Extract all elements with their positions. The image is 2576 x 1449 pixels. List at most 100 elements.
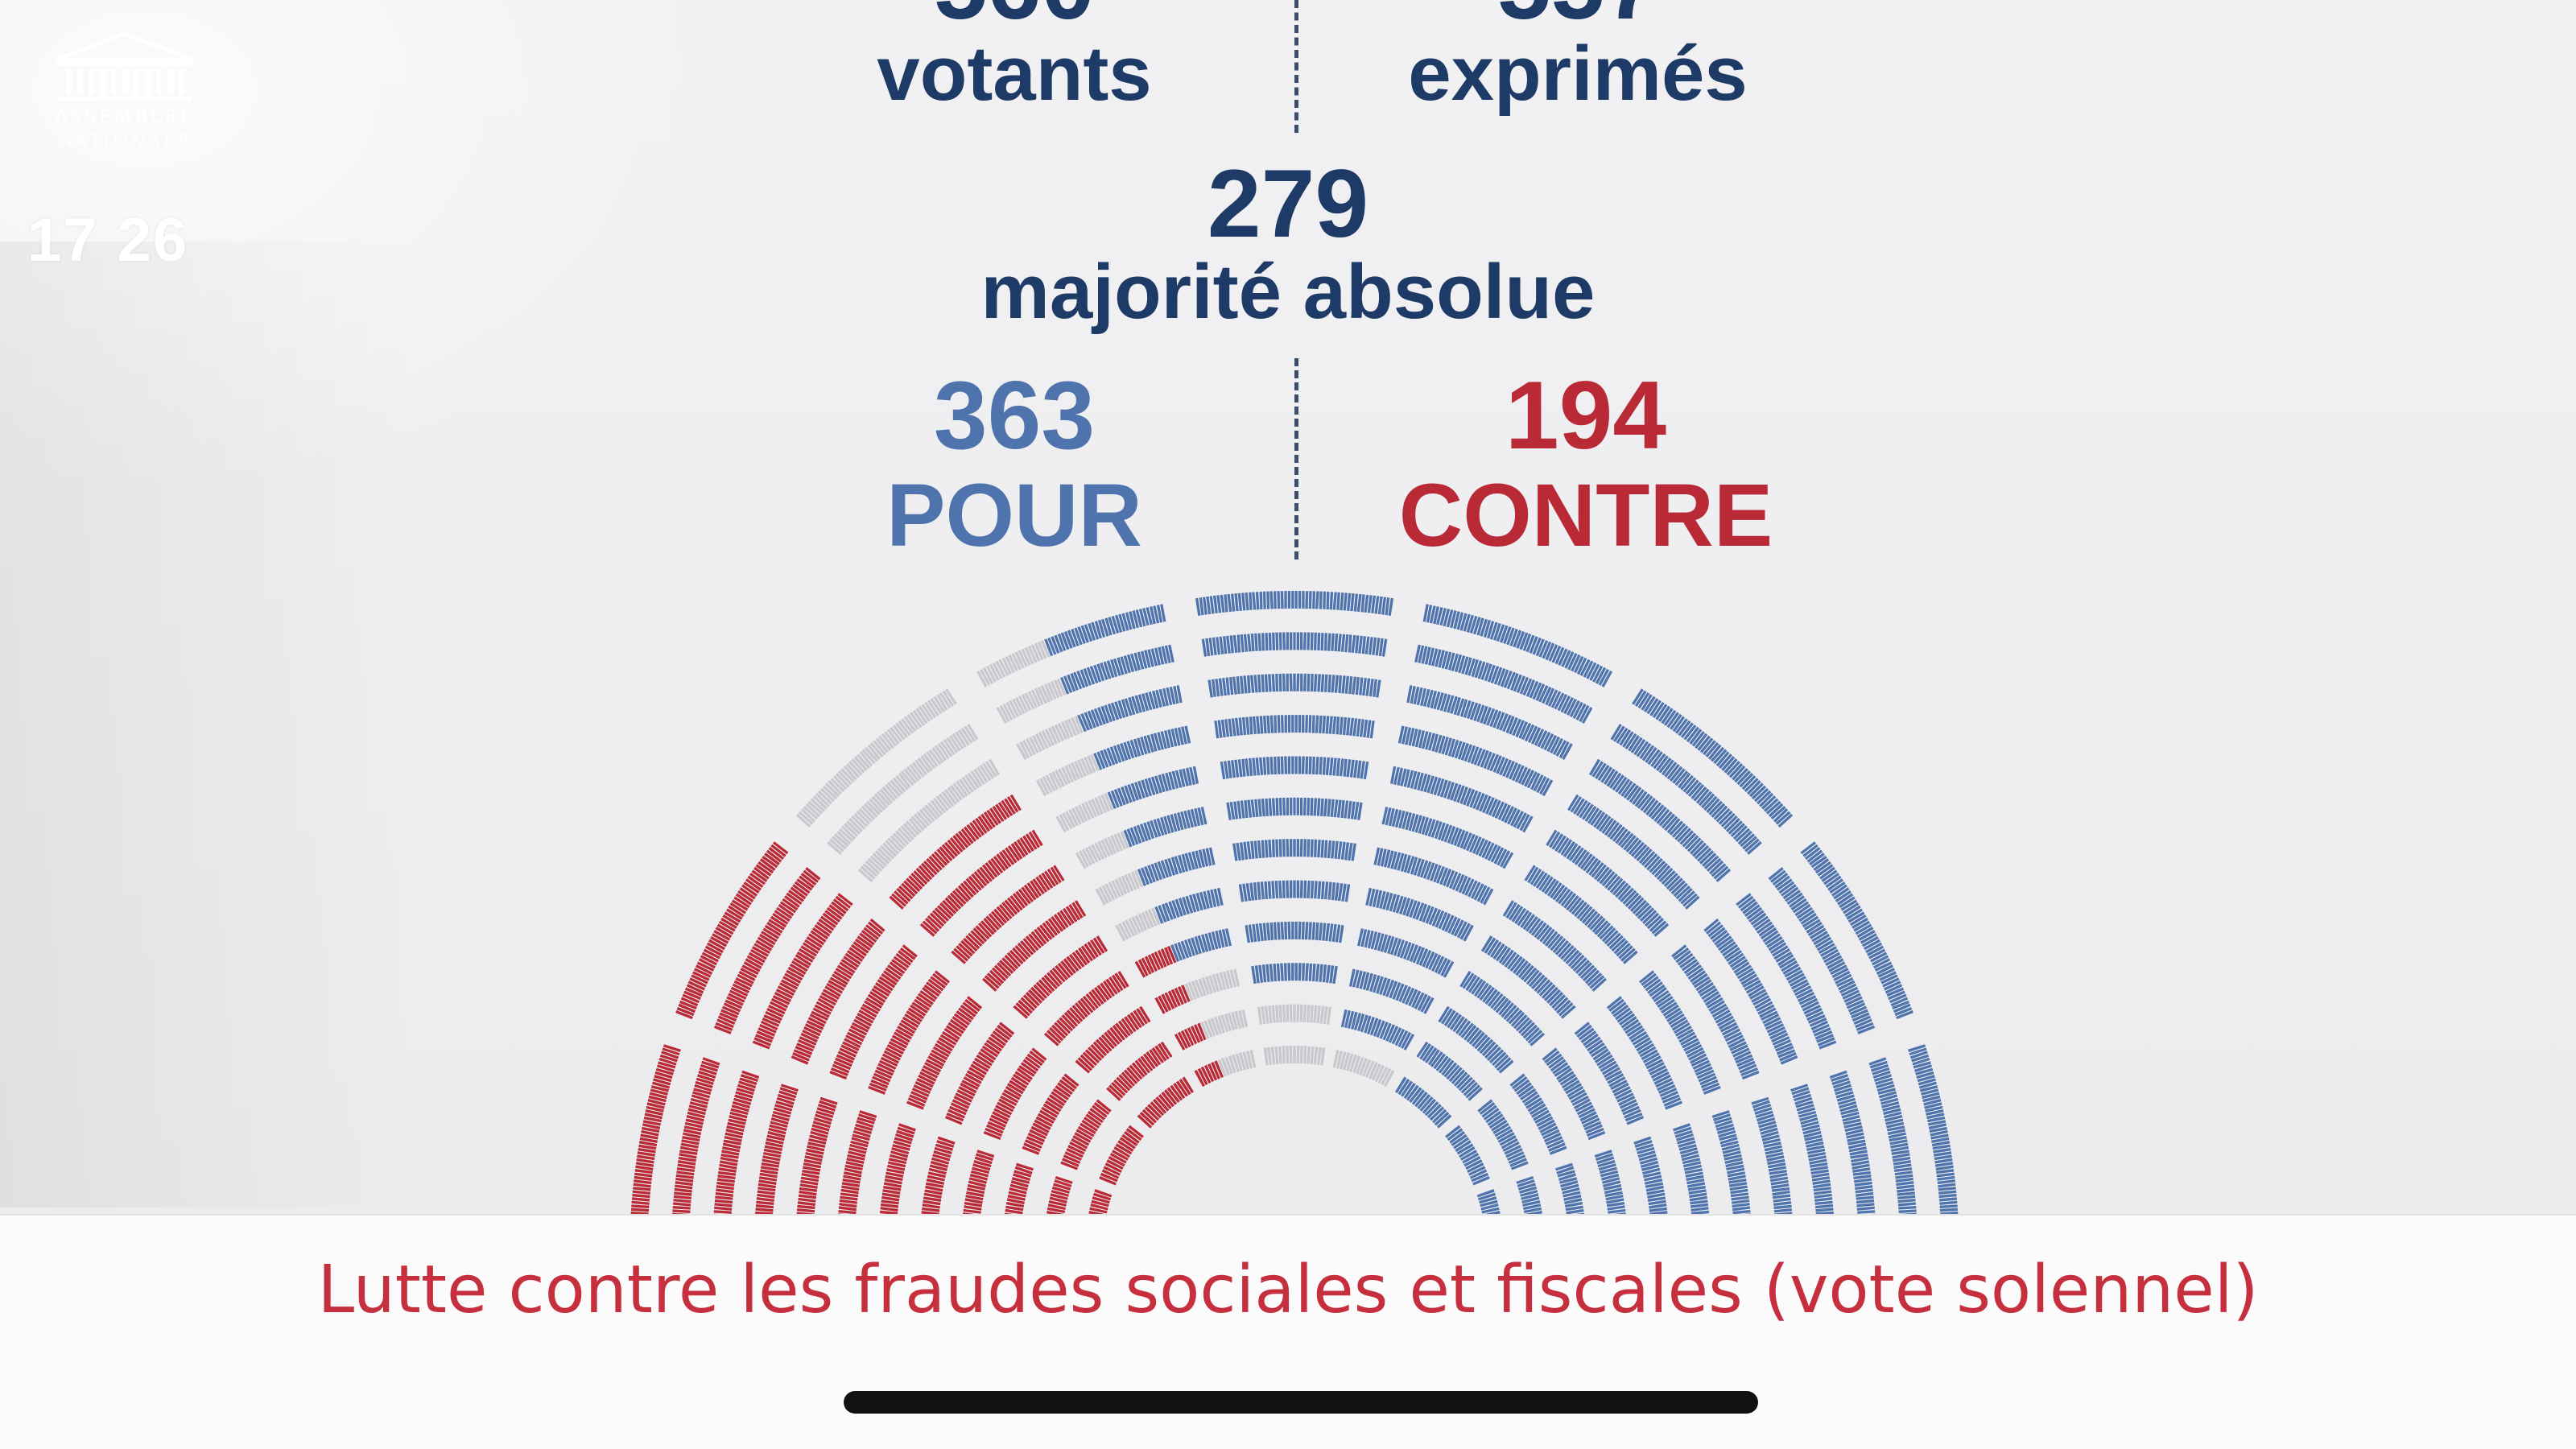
seat-2622 <box>793 957 810 969</box>
seat-316 <box>1505 1147 1523 1158</box>
seat-2525 <box>1810 1166 1829 1171</box>
seat-1618 <box>1443 824 1453 843</box>
seat-1138 <box>927 1055 945 1067</box>
seat-1489 <box>968 932 983 947</box>
seat-197 <box>1111 1081 1126 1096</box>
seat-663 <box>1204 933 1212 952</box>
seat-538 <box>1559 1177 1578 1184</box>
seat-918 <box>1164 902 1174 920</box>
seat-2880 <box>1694 844 1710 860</box>
seat-2835 <box>1546 734 1558 753</box>
seat-194 <box>1096 1099 1112 1113</box>
seat-1186 <box>1053 914 1067 931</box>
seat-2282 <box>1071 762 1080 780</box>
seat-1540 <box>1136 824 1146 843</box>
seat-3125 <box>906 766 920 782</box>
seat-1606 <box>1405 812 1412 831</box>
seat-2838 <box>1555 740 1567 757</box>
seat-1299 <box>1502 900 1515 917</box>
seat-3771 <box>1509 629 1518 646</box>
seat-3422 <box>1878 1091 1897 1099</box>
seat-1018 <box>1541 984 1556 999</box>
seat-3319 <box>1647 749 1661 766</box>
seat-577 <box>968 1177 987 1184</box>
seat-1502 <box>1001 902 1015 918</box>
seat-741 <box>1501 1002 1515 1018</box>
seat-3582 <box>807 800 824 815</box>
seat-2522 <box>1808 1155 1827 1162</box>
seat-3747 <box>1429 605 1436 624</box>
seat-2920 <box>1793 981 1810 993</box>
seat-1887 <box>1074 806 1085 824</box>
seat-1441 <box>858 1113 876 1121</box>
seat-404 <box>1112 1025 1125 1041</box>
seat-2431 <box>1628 839 1642 855</box>
seat-437 <box>1233 968 1241 987</box>
seat-3654 <box>1044 638 1054 657</box>
seat-2373 <box>1431 733 1439 752</box>
seat-1432 <box>849 1143 868 1151</box>
seat-882 <box>1038 979 1053 994</box>
seat-2173 <box>775 1100 794 1108</box>
seat-2803 <box>1443 694 1451 712</box>
seat-1371 <box>1674 1129 1693 1138</box>
seat-2499 <box>1779 1052 1797 1062</box>
seat-485 <box>1423 997 1435 1014</box>
home-indicator[interactable] <box>844 1391 1758 1414</box>
seat-1001 <box>1495 945 1509 962</box>
seat-3624 <box>921 704 934 720</box>
seat-1425 <box>844 1167 862 1174</box>
seat-201 <box>1121 1071 1135 1087</box>
seat-367 <box>1023 1142 1041 1152</box>
seat-2873 <box>1677 828 1691 843</box>
seat-1645 <box>1544 878 1557 895</box>
seat-301 <box>1479 1102 1496 1116</box>
seat-2000 <box>1504 806 1515 824</box>
seat-424 <box>1187 982 1197 1000</box>
seat-773 <box>1576 1104 1594 1116</box>
seat-2509 <box>1798 1110 1817 1118</box>
seat-3861 <box>1809 852 1825 865</box>
seat-854 <box>964 1073 982 1084</box>
seat-915 <box>1154 906 1164 924</box>
seat-3068 <box>755 939 773 952</box>
seat-2508 <box>1797 1107 1815 1115</box>
seat-1310 <box>1534 922 1547 939</box>
seat-407 <box>1121 1018 1133 1034</box>
seat-3798 <box>1595 667 1607 684</box>
seat-3633 <box>976 670 988 687</box>
seat-3026 <box>688 1104 707 1112</box>
seat-1457 <box>888 1041 906 1052</box>
seat-61 <box>1228 1055 1236 1074</box>
seat-380 <box>1044 1100 1062 1113</box>
seat-1712 <box>1699 1075 1717 1086</box>
seat-1166 <box>999 960 1014 974</box>
seat-2044 <box>1644 912 1660 927</box>
seat-2816 <box>1486 708 1496 726</box>
seat-2002 <box>1510 809 1521 827</box>
seat-3126 <box>909 763 923 780</box>
seat-2608 <box>770 1001 787 1012</box>
seat-432 <box>1216 972 1224 991</box>
seat-3860 <box>1806 849 1823 863</box>
seat-2380 <box>1454 741 1463 759</box>
seat-3114 <box>877 791 891 807</box>
seat-2367 <box>1411 729 1418 747</box>
seat-3104 <box>851 815 866 830</box>
seat-3011 <box>678 1156 696 1162</box>
seat-2305 <box>1146 734 1154 753</box>
seat-2201 <box>824 985 841 997</box>
seat-1488 <box>965 935 980 950</box>
seat-1505 <box>1009 894 1023 911</box>
seat-2022 <box>1588 860 1602 876</box>
seat-3597 <box>845 762 861 778</box>
seat-2440 <box>1651 860 1666 876</box>
seat-1471 <box>914 998 931 1011</box>
seat-847 <box>953 1096 971 1106</box>
seat-3508 <box>650 1085 669 1092</box>
seat-2108 <box>1766 1155 1785 1162</box>
seat-909 <box>1134 914 1145 932</box>
seat-3130 <box>920 755 933 772</box>
seat-489 <box>1447 1012 1459 1029</box>
seat-183 <box>1074 1132 1092 1143</box>
